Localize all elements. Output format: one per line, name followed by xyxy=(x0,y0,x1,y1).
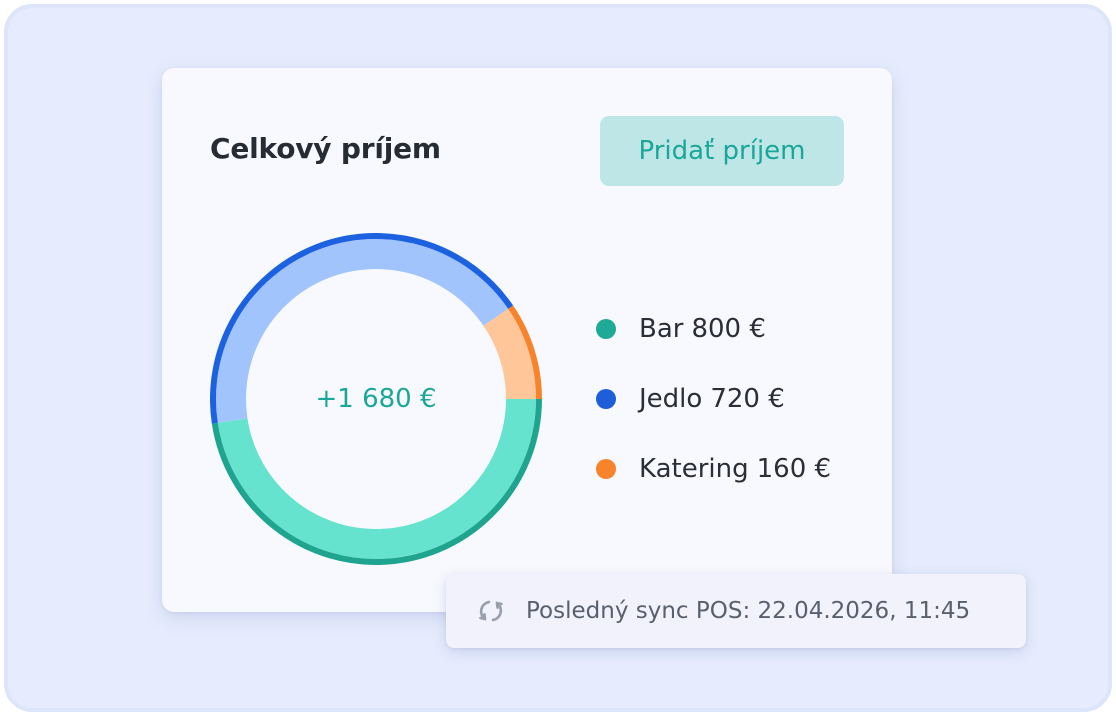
legend-dot-jedlo xyxy=(596,389,616,409)
donut-slice-edge-katering xyxy=(508,305,542,400)
legend-label-bar: Bar xyxy=(639,314,684,344)
sync-icon[interactable] xyxy=(476,596,506,626)
legend-text-bar: Bar 800 € xyxy=(639,314,766,344)
donut-chart-svg xyxy=(210,233,542,565)
legend-item-jedlo: Jedlo 720 € xyxy=(596,364,886,434)
add-income-button[interactable]: Pridať príjem xyxy=(600,116,844,186)
legend-label-jedlo: Jedlo xyxy=(639,384,703,414)
legend-item-bar: Bar 800 € xyxy=(596,294,886,364)
legend-dot-bar xyxy=(596,319,616,339)
last-sync-text: Posledný sync POS: 22.04.2026, 11:45 xyxy=(526,598,971,624)
legend-value-bar: 800 € xyxy=(691,314,766,344)
legend-dot-katering xyxy=(596,459,616,479)
income-donut-chart xyxy=(210,233,542,565)
legend-label-katering: Katering xyxy=(639,454,749,484)
legend-text-katering: Katering 160 € xyxy=(639,454,831,484)
donut-slice-jedlo xyxy=(215,238,509,423)
legend-value-katering: 160 € xyxy=(756,454,832,484)
legend-value-jedlo: 720 € xyxy=(710,384,785,414)
sync-status-bar: Posledný sync POS: 22.04.2026, 11:45 xyxy=(446,574,1026,648)
legend-text-jedlo: Jedlo 720 € xyxy=(639,384,785,414)
total-income: +1 680 € xyxy=(315,384,437,414)
donut-slice-edge-jedlo xyxy=(210,233,514,424)
chart-legend: Bar 800 € Jedlo 720 € Katering 160 € xyxy=(596,294,886,504)
donut-slice-edge-bar xyxy=(211,398,542,565)
donut-slice-bar xyxy=(217,399,537,560)
donut-slice-katering xyxy=(483,308,536,399)
income-card: Celkový príjem Pridať príjem +1 680 € Ba… xyxy=(162,68,892,612)
legend-item-katering: Katering 160 € xyxy=(596,434,886,504)
card-title: Celkový príjem xyxy=(210,132,441,165)
